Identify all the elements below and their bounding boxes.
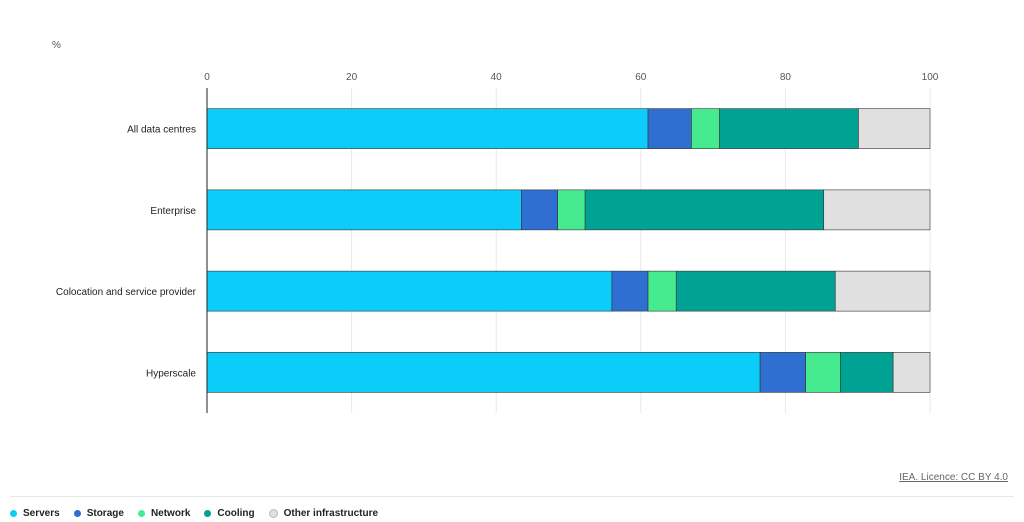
bar-segment[interactable] bbox=[858, 108, 931, 149]
bar-segment[interactable] bbox=[675, 270, 836, 312]
legend-label: Other infrastructure bbox=[283, 508, 379, 519]
bar-segment[interactable] bbox=[521, 189, 558, 231]
legend-swatch bbox=[137, 510, 145, 517]
bar-segment[interactable] bbox=[719, 108, 859, 149]
legend-label: Storage bbox=[86, 508, 124, 519]
bar-segment[interactable] bbox=[647, 108, 692, 149]
bar-segment[interactable] bbox=[805, 352, 841, 393]
bar-segment[interactable] bbox=[759, 352, 806, 393]
x-tick-label: 80 bbox=[780, 72, 792, 83]
bar-segment[interactable] bbox=[840, 352, 894, 393]
bar-segment[interactable] bbox=[206, 108, 649, 149]
x-tick-label: 60 bbox=[635, 72, 647, 83]
legend-swatch bbox=[268, 509, 278, 518]
category-label: Hyperscale bbox=[146, 368, 196, 379]
bar-segment[interactable] bbox=[823, 189, 931, 231]
bar-segment[interactable] bbox=[557, 189, 586, 231]
x-tick-label: 100 bbox=[922, 72, 939, 83]
licence-link[interactable]: IEA. Licence: CC BY 4.0 bbox=[899, 472, 1008, 483]
legend-item[interactable]: Other infrastructure bbox=[268, 508, 379, 519]
x-tick-label: 0 bbox=[204, 72, 210, 83]
bar-segment[interactable] bbox=[206, 352, 761, 393]
bar-segment[interactable] bbox=[611, 270, 649, 312]
legend-swatch bbox=[73, 510, 81, 517]
legend-item[interactable]: Network bbox=[137, 508, 191, 519]
legend-swatch bbox=[204, 510, 212, 517]
bar-segment[interactable] bbox=[691, 108, 720, 149]
x-tick-label: 40 bbox=[491, 72, 503, 83]
bar-segment[interactable] bbox=[647, 270, 677, 312]
bars bbox=[206, 108, 931, 393]
category-labels: All data centres Enterprise Colocation and… bbox=[56, 125, 197, 380]
x-tick-label: 20 bbox=[346, 72, 358, 83]
bar-segment[interactable] bbox=[584, 189, 825, 231]
legend-item[interactable]: Servers bbox=[10, 508, 60, 519]
legend: Servers Storage Network Cooling Other infras… bbox=[10, 508, 378, 519]
legend-swatch bbox=[10, 510, 17, 517]
category-label: Colocation and service provider bbox=[56, 287, 197, 298]
category-label: Enterprise bbox=[150, 206, 196, 217]
category-label: All data centres bbox=[127, 125, 196, 136]
unit-label: % bbox=[52, 40, 61, 51]
legend-label: Cooling bbox=[217, 508, 255, 519]
legend-divider bbox=[10, 496, 1014, 497]
x-tick-labels: 0 20 40 60 80 100 bbox=[204, 72, 939, 83]
legend-item[interactable]: Cooling bbox=[204, 508, 255, 519]
bar-segment[interactable] bbox=[892, 352, 931, 393]
legend-label: Servers bbox=[23, 508, 60, 519]
bar-segment[interactable] bbox=[206, 189, 522, 231]
legend-label: Network bbox=[150, 508, 191, 519]
legend-item[interactable]: Storage bbox=[73, 508, 124, 519]
stacked-bar-chart: 0 20 40 60 80 100 All data centres Enterprise C… bbox=[56, 72, 939, 413]
bar-segment[interactable] bbox=[834, 270, 931, 312]
bar-segment[interactable] bbox=[206, 270, 613, 312]
